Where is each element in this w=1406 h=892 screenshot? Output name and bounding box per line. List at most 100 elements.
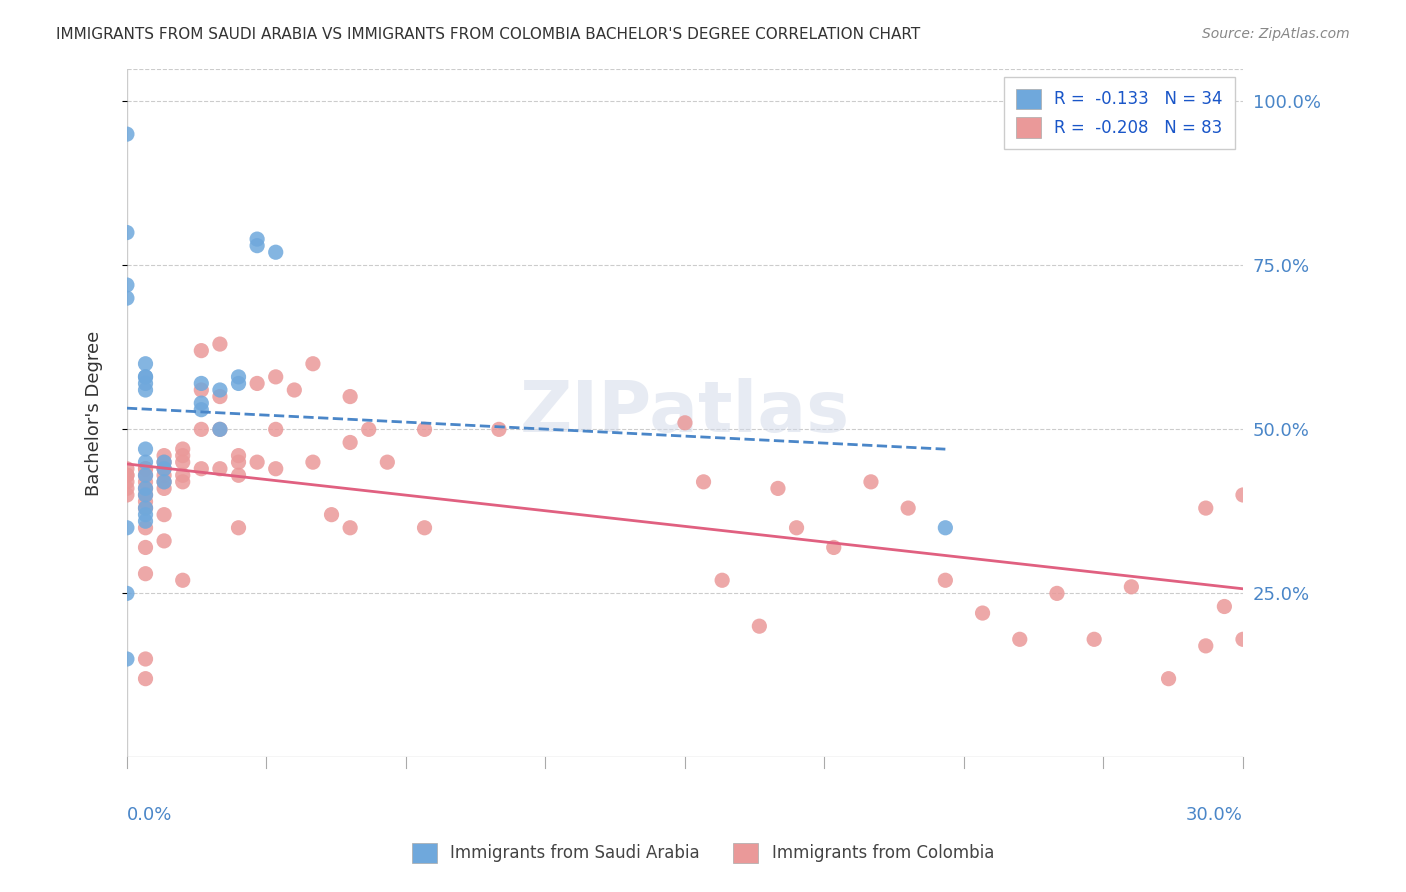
Point xyxy=(153,449,176,463)
Point xyxy=(115,521,138,535)
Point xyxy=(172,442,194,456)
Point xyxy=(115,482,138,496)
Point xyxy=(134,501,156,516)
Point xyxy=(134,672,156,686)
Point xyxy=(115,488,138,502)
Point xyxy=(134,383,156,397)
Point xyxy=(302,357,325,371)
Point xyxy=(208,422,231,436)
Point xyxy=(172,468,194,483)
Point xyxy=(1195,501,1218,516)
Point xyxy=(134,461,156,475)
Point xyxy=(134,376,156,391)
Point xyxy=(786,521,808,535)
Point xyxy=(190,396,212,410)
Point xyxy=(153,533,176,548)
Point xyxy=(413,521,436,535)
Point xyxy=(934,574,956,588)
Point xyxy=(115,226,138,240)
Point xyxy=(153,455,176,469)
Point xyxy=(283,383,305,397)
Point xyxy=(897,501,920,516)
Point xyxy=(134,488,156,502)
Point xyxy=(228,370,250,384)
Point xyxy=(190,422,212,436)
Legend: R =  -0.133   N = 34, R =  -0.208   N = 83: R = -0.133 N = 34, R = -0.208 N = 83 xyxy=(1004,77,1234,149)
Point xyxy=(1195,639,1218,653)
Point xyxy=(339,521,361,535)
Point xyxy=(115,468,138,483)
Point xyxy=(1046,586,1069,600)
Point xyxy=(134,468,156,483)
Point xyxy=(339,435,361,450)
Point xyxy=(134,488,156,502)
Point xyxy=(134,357,156,371)
Point xyxy=(375,455,398,469)
Point xyxy=(153,468,176,483)
Point xyxy=(766,482,789,496)
Point xyxy=(134,514,156,528)
Point xyxy=(208,383,231,397)
Point xyxy=(115,468,138,483)
Point xyxy=(134,652,156,666)
Point xyxy=(1008,632,1031,647)
Point xyxy=(208,422,231,436)
Point xyxy=(823,541,845,555)
Point xyxy=(357,422,380,436)
Point xyxy=(134,370,156,384)
Point xyxy=(134,468,156,483)
Point xyxy=(134,521,156,535)
Point xyxy=(264,370,287,384)
Point xyxy=(859,475,882,489)
Point xyxy=(264,245,287,260)
Point xyxy=(1121,580,1143,594)
Point xyxy=(190,383,212,397)
Point xyxy=(134,482,156,496)
Point xyxy=(190,376,212,391)
Point xyxy=(748,619,770,633)
Point xyxy=(134,461,156,475)
Point xyxy=(972,606,994,620)
Point xyxy=(134,475,156,489)
Point xyxy=(153,508,176,522)
Point xyxy=(413,422,436,436)
Point xyxy=(134,482,156,496)
Point xyxy=(134,494,156,508)
Point xyxy=(134,442,156,456)
Point xyxy=(1157,672,1180,686)
Point xyxy=(115,291,138,305)
Text: ZIPatlas: ZIPatlas xyxy=(520,378,851,448)
Point xyxy=(208,337,231,351)
Point xyxy=(1083,632,1105,647)
Point xyxy=(934,521,956,535)
Point xyxy=(711,574,734,588)
Legend: Immigrants from Saudi Arabia, Immigrants from Colombia: Immigrants from Saudi Arabia, Immigrants… xyxy=(401,831,1005,875)
Point xyxy=(190,402,212,417)
Point xyxy=(246,232,269,246)
Point xyxy=(1213,599,1236,614)
Point xyxy=(115,127,138,141)
Point xyxy=(339,390,361,404)
Point xyxy=(172,455,194,469)
Point xyxy=(208,390,231,404)
Point xyxy=(321,508,343,522)
Point xyxy=(488,422,510,436)
Point xyxy=(172,475,194,489)
Point xyxy=(228,376,250,391)
Point xyxy=(134,508,156,522)
Point xyxy=(190,461,212,475)
Text: IMMIGRANTS FROM SAUDI ARABIA VS IMMIGRANTS FROM COLOMBIA BACHELOR'S DEGREE CORRE: IMMIGRANTS FROM SAUDI ARABIA VS IMMIGRAN… xyxy=(56,27,921,42)
Y-axis label: Bachelor's Degree: Bachelor's Degree xyxy=(86,330,103,496)
Point xyxy=(246,376,269,391)
Point xyxy=(115,475,138,489)
Point xyxy=(246,455,269,469)
Point xyxy=(134,455,156,469)
Point xyxy=(228,468,250,483)
Point xyxy=(134,501,156,516)
Point xyxy=(134,566,156,581)
Point xyxy=(115,652,138,666)
Point xyxy=(673,416,696,430)
Point xyxy=(264,422,287,436)
Point xyxy=(115,278,138,293)
Point xyxy=(1232,488,1254,502)
